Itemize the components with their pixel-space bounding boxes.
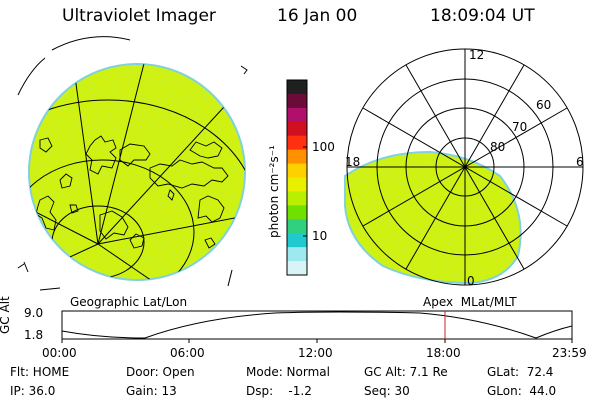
footer-mode: Mode: Normal xyxy=(246,365,330,379)
colorbar-tick-10: 10 xyxy=(312,229,328,243)
footer-gc-alt: GC Alt: 7.1 Re xyxy=(364,365,448,379)
colorbar-unit-label: photon cm⁻²s⁻¹ xyxy=(267,145,281,238)
polar-grid xyxy=(346,48,584,286)
mlt-label-6: 6 xyxy=(576,155,584,169)
colorbar-swatch xyxy=(287,191,307,206)
mlat-label-80: 80 xyxy=(490,140,506,154)
altitude-xtick-0600: 06:00 xyxy=(170,346,205,360)
footer-seq: Seq: 30 xyxy=(364,384,410,398)
altitude-xtick-2359: 23:59 xyxy=(552,346,587,360)
footer-door: Door: Open xyxy=(126,365,195,379)
mlt-label-12: 12 xyxy=(469,48,485,62)
footer-glon: GLon: 44.0 xyxy=(487,384,557,398)
geo-panel xyxy=(17,36,248,291)
colorbar-swatch xyxy=(287,177,307,192)
footer-ip: IP: 36.0 xyxy=(10,384,56,398)
footer-dsp: Dsp: -1.2 xyxy=(246,384,312,398)
altitude-xtick-0000: 00:00 xyxy=(42,346,77,360)
colorbar-swatch xyxy=(287,233,307,248)
polar-panel-label: Apex MLat/MLT xyxy=(423,295,517,309)
footer-glat: GLat: 72.4 xyxy=(487,365,554,379)
geo-panel-label: Geographic Lat/Lon xyxy=(70,295,188,309)
colorbar-swatch xyxy=(287,93,307,109)
colorbar-tick-100: 100 xyxy=(312,140,335,154)
mlt-label-0: 0 xyxy=(467,274,475,288)
colorbar xyxy=(286,79,308,276)
altitude-xtick-1800: 18:00 xyxy=(426,346,461,360)
auroral-oval-texture xyxy=(345,152,521,283)
mlat-label-70: 70 xyxy=(512,120,528,134)
footer-flt: Flt: HOME xyxy=(10,365,70,379)
colorbar-swatch xyxy=(287,205,307,220)
colorbar-swatch xyxy=(287,135,307,151)
altitude-ticks xyxy=(61,339,573,343)
geo-coastlines xyxy=(35,135,229,249)
colorbar-swatch xyxy=(287,121,307,137)
altitude-plot xyxy=(61,310,573,343)
colorbar-swatch xyxy=(287,163,307,178)
colorbar-swatch xyxy=(287,219,307,234)
colorbar-swatch xyxy=(287,247,307,262)
observation-date: 16 Jan 00 xyxy=(277,6,358,26)
observation-time: 18:09:04 UT xyxy=(430,6,535,26)
altitude-ytick-9: 9.0 xyxy=(24,306,44,320)
colorbar-swatch xyxy=(287,261,307,276)
colorbar-swatch xyxy=(287,80,307,95)
altitude-curve xyxy=(61,311,573,339)
colorbar-frame xyxy=(286,79,308,276)
altitude-axis-label: GC Alt xyxy=(0,296,12,334)
mlat-label-60: 60 xyxy=(536,98,552,112)
colorbar-swatch xyxy=(287,149,307,165)
altitude-xtick-1200: 12:00 xyxy=(298,346,333,360)
geo-outer-grid xyxy=(17,36,233,291)
colorbar-swatch xyxy=(287,107,307,123)
instrument-title: Ultraviolet Imager xyxy=(62,6,216,26)
altitude-ytick-1-8: 1.8 xyxy=(24,328,44,342)
mlt-label-18: 18 xyxy=(345,155,361,169)
altitude-plot-frame xyxy=(61,310,573,340)
polar-panel xyxy=(344,48,584,286)
footer-gain: Gain: 13 xyxy=(126,384,177,398)
geo-ticks xyxy=(17,65,248,269)
